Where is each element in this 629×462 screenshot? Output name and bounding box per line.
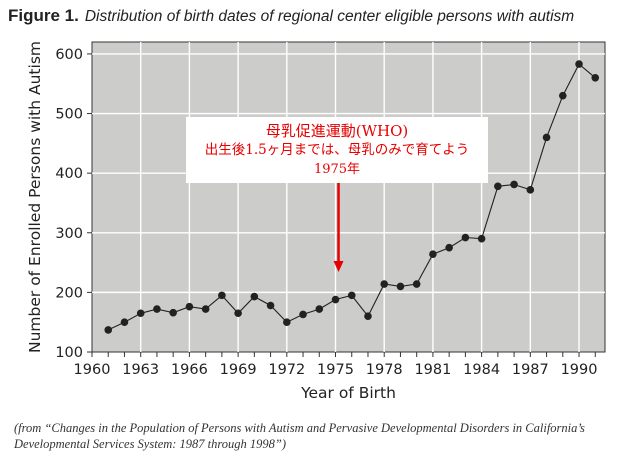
x-tick-label: 1978 xyxy=(366,362,403,378)
data-point xyxy=(510,180,518,189)
data-point xyxy=(120,318,129,326)
data-point xyxy=(477,234,486,243)
data-point xyxy=(445,243,453,252)
x-tick-label: 1987 xyxy=(512,362,549,378)
x-tick-label: 1966 xyxy=(171,362,208,378)
source-note: (from “Changes in the Population of Pers… xyxy=(14,421,585,451)
x-tick-label: 1969 xyxy=(220,362,257,378)
grid xyxy=(92,42,605,352)
x-tick-label: 1984 xyxy=(463,362,500,378)
plot-area xyxy=(91,41,606,353)
data-point xyxy=(104,326,113,334)
data-point xyxy=(542,133,551,142)
y-tick-label: 500 xyxy=(55,107,83,123)
x-tick-label: 1963 xyxy=(122,362,159,378)
data-point xyxy=(331,295,340,304)
data-point xyxy=(283,318,291,326)
data-point xyxy=(169,308,177,317)
data-point xyxy=(136,309,145,318)
y-tick-label: 400 xyxy=(55,166,83,182)
figure-label: Figure 1. xyxy=(8,6,79,25)
annotation-line-2: 出生後1.5ヶ月までは、母乳のみで育てよう xyxy=(204,142,470,158)
figure-title: Figure 1. Distribution of birth dates of … xyxy=(8,6,623,26)
data-point xyxy=(364,312,372,321)
y-tick-label: 100 xyxy=(55,345,83,361)
x-tick-label: 1960 xyxy=(74,362,111,378)
data-point xyxy=(266,301,275,310)
data-point xyxy=(591,73,600,82)
data-point xyxy=(347,291,356,300)
x-tick-label: 1972 xyxy=(268,362,305,378)
data-point xyxy=(185,302,194,311)
y-tick-label: 200 xyxy=(55,285,83,301)
y-tick-label: 300 xyxy=(55,226,83,242)
annotation-arrow xyxy=(333,183,344,272)
data-point xyxy=(558,91,567,100)
data-point xyxy=(494,182,502,191)
series xyxy=(104,60,600,334)
x-tick-label: 1990 xyxy=(561,362,598,378)
data-point xyxy=(380,280,389,288)
y-axis-title: Number of Enrolled Persons with Autism xyxy=(26,41,44,353)
data-point xyxy=(412,280,421,288)
data-point xyxy=(153,305,161,313)
annotation-arrow-head xyxy=(333,261,344,272)
data-point xyxy=(250,292,259,301)
annotation-line-3: 1975年 xyxy=(313,162,361,177)
x-tick-label: 1975 xyxy=(317,362,354,378)
x-tick-label: 1981 xyxy=(414,362,451,378)
data-point xyxy=(299,310,307,319)
data-point xyxy=(315,305,324,313)
data-point xyxy=(429,250,437,259)
data-point xyxy=(526,186,535,194)
data-point xyxy=(575,60,583,68)
annotation-line-1: 母乳促進運動(WHO) xyxy=(265,122,409,140)
data-point xyxy=(201,305,210,313)
data-point xyxy=(461,233,470,242)
data-point xyxy=(234,309,242,318)
annotation-box: 母乳促進運動(WHO) 出生後1.5ヶ月までは、母乳のみで育てよう 1975年 xyxy=(186,117,488,183)
axis-ticks: 100 200 300 400 500 600 1960 1963 1966 1969 1972 19… xyxy=(55,47,597,378)
y-tick-label: 600 xyxy=(55,47,83,63)
data-point xyxy=(218,291,226,300)
x-axis-title: Year of Birth xyxy=(300,384,396,402)
figure-description: Distribution of birth dates of regional … xyxy=(84,8,575,25)
data-point xyxy=(396,282,405,291)
